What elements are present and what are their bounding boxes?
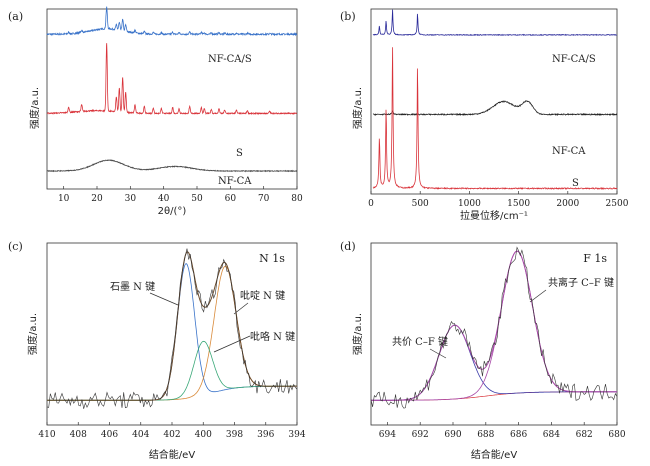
- panel-b-series: [372, 9, 618, 190]
- panel-c-xlabel: 结合能/eV: [149, 448, 196, 461]
- panel-a-ylabel: 强度/a.u.: [28, 87, 41, 129]
- x-tick-label: 404: [132, 430, 149, 440]
- x-tick-label: 688: [477, 430, 494, 440]
- x-tick-label: 694: [379, 430, 396, 440]
- panel-d-xlabel: 结合能/eV: [471, 448, 518, 461]
- panel-b-frame: [370, 8, 618, 195]
- panel-c-series: [46, 248, 298, 409]
- panel-b: (b) 强度/a.u. 拉曼位移/cm⁻¹ 0 500 1000 1500 2000 25…: [340, 8, 629, 222]
- xps-component-2: [47, 340, 297, 401]
- panel-b-label: (b): [340, 10, 356, 23]
- x-tick-label: 690: [444, 430, 461, 440]
- x-tick-label: 1000: [458, 199, 481, 209]
- panel-b-ylabel: 强度/a.u.: [351, 87, 364, 129]
- xps-envelope-line: [47, 251, 297, 401]
- panel-d-title: F 1s: [583, 252, 607, 265]
- xps-component-1: [371, 250, 617, 401]
- x-tick-label: 2500: [606, 199, 629, 209]
- panel-a-series-label-s: S: [236, 148, 243, 159]
- panel-b-series-label-nfca: NF-CA: [552, 146, 586, 157]
- x-tick-label: 394: [288, 430, 305, 440]
- panel-a-series: [46, 6, 298, 173]
- x-tick-label: 686: [510, 430, 527, 440]
- annotation-ionic-cf: 共离子 C–F 键: [548, 276, 614, 289]
- xps-raw-data-line: [370, 246, 618, 409]
- x-tick-label: 30: [125, 194, 137, 204]
- panel-b-series-label-s: S: [572, 178, 579, 189]
- panel-a-x-ticks: 10 20 30 40 50 60 70 80: [58, 186, 303, 204]
- panel-a-xlabel: 2θ/(°): [158, 206, 187, 217]
- x-tick-label: 500: [412, 199, 429, 209]
- panel-c-ylabel: 强度/a.u.: [26, 313, 39, 355]
- annotation-pyrrolic-n-leader: [213, 335, 251, 353]
- panel-d-x-ticks: 694 692 690 688 686 684 682 680: [379, 422, 626, 440]
- x-tick-label: 20: [91, 194, 103, 204]
- x-tick-label: 402: [163, 430, 180, 440]
- series-line-nf-ca-s: [372, 9, 618, 37]
- x-tick-label: 1500: [507, 199, 530, 209]
- x-tick-label: 2000: [556, 199, 579, 209]
- panel-a-series-label-nfca: NF-CA: [218, 176, 252, 187]
- x-tick-label: 400: [195, 430, 212, 440]
- panel-c-label: (c): [8, 240, 23, 253]
- x-tick-label: 40: [158, 194, 170, 204]
- x-tick-label: 692: [412, 430, 429, 440]
- panel-c-title: N 1s: [259, 252, 285, 265]
- annotation-pyrrolic-n: 吡咯 N 键: [250, 330, 295, 343]
- x-tick-label: 684: [543, 430, 560, 440]
- series-line-nf-ca-s: [46, 6, 298, 37]
- panel-b-x-ticks: 0 500 1000 1500 2000 2500: [368, 191, 629, 209]
- series-line-s: [46, 43, 298, 116]
- annotation-graphitic-n-leader: [149, 292, 179, 306]
- x-tick-label: 398: [226, 430, 243, 440]
- annotation-pyridinic-n-leader: [233, 302, 249, 315]
- x-tick-label: 410: [38, 430, 55, 440]
- series-line-s: [372, 47, 618, 190]
- x-tick-label: 60: [225, 194, 237, 204]
- panel-d-ylabel: 强度/a.u.: [351, 313, 364, 355]
- x-tick-label: 80: [291, 194, 303, 204]
- series-line-nf-ca: [46, 159, 298, 173]
- annotation-graphitic-n: 石墨 N 键: [110, 280, 155, 293]
- annotation-pyridinic-n: 吡啶 N 键: [240, 289, 285, 302]
- panel-b-xlabel: 拉曼位移/cm⁻¹: [460, 209, 528, 222]
- annotation-covalent-cf-leader: [429, 348, 447, 359]
- panel-a: (a) 强度/a.u. 2θ/(°) 10 20 30 40 50 60 70 80 NF-C…: [8, 6, 303, 217]
- annotation-covalent-cf: 共价 C–F 键: [392, 335, 448, 348]
- panel-a-label: (a): [8, 10, 23, 23]
- x-tick-label: 408: [70, 430, 87, 440]
- panel-d-frame: [370, 242, 618, 426]
- x-tick-label: 50: [191, 194, 203, 204]
- panel-d-series: [370, 246, 618, 409]
- x-tick-label: 396: [257, 430, 274, 440]
- panel-b-series-label-nfcas: NF-CA/S: [552, 54, 596, 65]
- panel-c-x-ticks: 410 408 406 404 402 400 398 396 394: [38, 422, 306, 440]
- panel-a-frame: [46, 8, 298, 190]
- xps-envelope-line: [371, 250, 617, 401]
- panel-d-label: (d): [340, 240, 356, 253]
- x-tick-label: 0: [368, 199, 374, 209]
- x-tick-label: 682: [576, 430, 593, 440]
- panel-a-series-label-nfcas: NF-CA/S: [208, 54, 252, 65]
- x-tick-label: 680: [608, 430, 625, 440]
- x-tick-label: 70: [258, 194, 270, 204]
- x-tick-label: 10: [58, 194, 70, 204]
- series-line-nf-ca: [372, 100, 618, 117]
- panel-c: (c) N 1s 强度/a.u. 结合能/eV 410 408 406 404 402 4…: [8, 240, 306, 461]
- xps-raw-data-line: [46, 248, 298, 409]
- annotation-ionic-cf-leader: [529, 289, 547, 303]
- x-tick-label: 406: [101, 430, 118, 440]
- panel-d: (d) F 1s 强度/a.u. 结合能/eV 694 692 690 688 686 6…: [340, 240, 626, 461]
